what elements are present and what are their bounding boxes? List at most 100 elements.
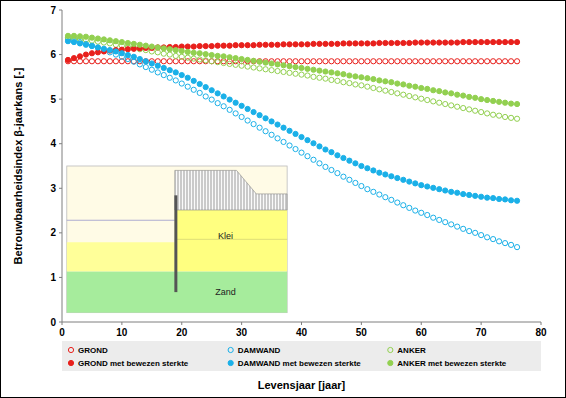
point [467, 228, 472, 233]
point [95, 45, 100, 50]
point [496, 39, 501, 44]
point [215, 101, 220, 106]
point [191, 44, 196, 49]
point [329, 77, 334, 82]
point [197, 51, 202, 56]
point [371, 76, 376, 81]
point [89, 35, 94, 40]
point [257, 66, 262, 71]
point [215, 60, 220, 65]
point [437, 100, 442, 105]
point [257, 42, 262, 47]
point [431, 88, 436, 93]
point [461, 39, 466, 44]
point [401, 203, 406, 208]
point [485, 97, 490, 102]
point [514, 245, 519, 250]
point [173, 78, 178, 83]
y-tick-label: 6 [50, 49, 56, 60]
point [491, 98, 496, 103]
point [209, 59, 214, 64]
point [353, 41, 358, 46]
point [209, 52, 214, 57]
point [514, 39, 519, 44]
point [281, 139, 286, 144]
point [215, 53, 220, 58]
point [443, 101, 448, 106]
point [191, 87, 196, 92]
point [173, 70, 178, 75]
point [125, 47, 130, 52]
point [323, 147, 328, 152]
point [461, 59, 466, 64]
legend-marker [68, 360, 73, 365]
point [335, 78, 340, 83]
point [425, 97, 430, 102]
point [179, 54, 184, 59]
point [449, 103, 454, 108]
point [185, 49, 190, 54]
point [455, 224, 460, 229]
point [263, 67, 268, 72]
point [359, 83, 364, 88]
point [353, 82, 358, 87]
point [305, 59, 310, 64]
point [89, 59, 94, 64]
point [137, 56, 142, 61]
point [473, 95, 478, 100]
point [113, 59, 118, 64]
x-tick [301, 322, 302, 325]
point [467, 94, 472, 99]
point [413, 95, 418, 100]
point [185, 55, 190, 60]
point [365, 187, 370, 192]
point [479, 59, 484, 64]
point [425, 184, 430, 189]
point [293, 71, 298, 76]
point [502, 197, 507, 202]
point [269, 61, 274, 66]
point [395, 91, 400, 96]
y-tick [59, 54, 62, 55]
point [467, 107, 472, 112]
point [508, 59, 513, 64]
point [449, 40, 454, 45]
point [209, 88, 214, 93]
point [389, 80, 394, 85]
legend-label: ANKER [397, 346, 426, 355]
point [227, 61, 232, 66]
point [317, 144, 322, 149]
point [359, 163, 364, 168]
point [479, 232, 484, 237]
point [245, 118, 250, 123]
point [491, 59, 496, 64]
point [107, 59, 112, 64]
point [257, 59, 262, 64]
point [496, 239, 501, 244]
point [293, 131, 298, 136]
x-tick [121, 322, 122, 325]
point [245, 57, 250, 62]
point [227, 107, 232, 112]
point [377, 59, 382, 64]
point [167, 75, 172, 80]
point [155, 45, 160, 50]
point [287, 70, 292, 75]
point [143, 59, 148, 64]
point [341, 41, 346, 46]
point [323, 164, 328, 169]
point [508, 242, 513, 247]
point [365, 41, 370, 46]
point [401, 82, 406, 87]
series [65, 35, 519, 121]
point [89, 44, 94, 49]
legend-marker [388, 347, 393, 352]
point [473, 193, 478, 198]
point [359, 183, 364, 188]
point [251, 122, 256, 127]
point [323, 41, 328, 46]
point [293, 146, 298, 151]
point [311, 41, 316, 46]
point [449, 91, 454, 96]
point [275, 136, 280, 141]
